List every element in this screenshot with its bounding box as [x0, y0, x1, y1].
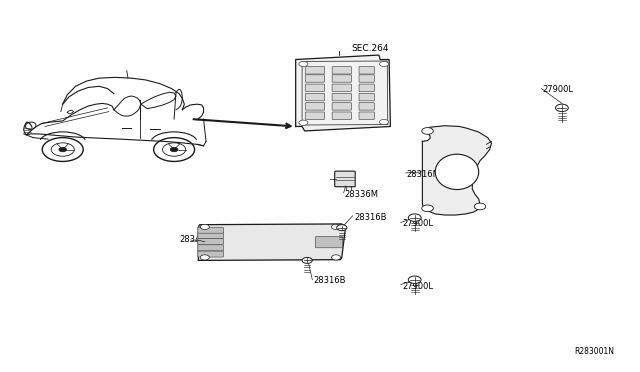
Circle shape	[408, 214, 421, 221]
FancyBboxPatch shape	[198, 245, 223, 251]
FancyBboxPatch shape	[305, 75, 324, 82]
Text: 28316M: 28316M	[406, 170, 440, 179]
Polygon shape	[198, 224, 346, 260]
Polygon shape	[296, 55, 390, 131]
Circle shape	[200, 224, 209, 230]
Circle shape	[380, 61, 388, 67]
FancyBboxPatch shape	[359, 112, 374, 119]
Circle shape	[299, 61, 308, 67]
FancyBboxPatch shape	[332, 75, 351, 82]
Text: 27900L: 27900L	[402, 219, 433, 228]
Circle shape	[337, 225, 347, 231]
Circle shape	[422, 128, 433, 134]
FancyBboxPatch shape	[198, 227, 223, 233]
FancyBboxPatch shape	[305, 67, 324, 74]
Polygon shape	[422, 126, 492, 215]
FancyBboxPatch shape	[198, 238, 223, 244]
FancyBboxPatch shape	[332, 93, 351, 101]
Circle shape	[59, 147, 67, 152]
Circle shape	[302, 257, 312, 263]
Circle shape	[170, 147, 178, 152]
FancyBboxPatch shape	[332, 84, 351, 92]
FancyBboxPatch shape	[305, 93, 324, 101]
Circle shape	[299, 120, 308, 125]
Text: R283001N: R283001N	[575, 347, 614, 356]
FancyBboxPatch shape	[332, 103, 351, 110]
Circle shape	[408, 276, 421, 283]
Circle shape	[556, 104, 568, 112]
Ellipse shape	[435, 154, 479, 189]
FancyBboxPatch shape	[332, 67, 351, 74]
Circle shape	[332, 255, 340, 260]
FancyBboxPatch shape	[359, 75, 374, 82]
Circle shape	[200, 255, 209, 260]
FancyBboxPatch shape	[359, 84, 374, 92]
Text: 28316B: 28316B	[354, 213, 387, 222]
Circle shape	[422, 205, 433, 212]
FancyBboxPatch shape	[305, 112, 324, 119]
Text: 28342: 28342	[179, 235, 205, 244]
FancyBboxPatch shape	[316, 237, 342, 248]
Circle shape	[474, 203, 486, 210]
FancyBboxPatch shape	[359, 103, 374, 110]
Text: 27900L: 27900L	[543, 85, 573, 94]
FancyBboxPatch shape	[332, 112, 351, 119]
FancyBboxPatch shape	[359, 93, 374, 101]
FancyBboxPatch shape	[335, 171, 355, 187]
Text: 28316B: 28316B	[314, 276, 346, 285]
Text: SEC.264: SEC.264	[351, 44, 388, 53]
Circle shape	[332, 224, 340, 230]
FancyBboxPatch shape	[305, 84, 324, 92]
Circle shape	[380, 119, 388, 125]
FancyBboxPatch shape	[198, 232, 223, 238]
FancyBboxPatch shape	[198, 251, 223, 257]
FancyBboxPatch shape	[359, 67, 374, 74]
FancyBboxPatch shape	[305, 103, 324, 110]
Text: 27900L: 27900L	[402, 282, 433, 291]
Text: 28336M: 28336M	[344, 190, 378, 199]
